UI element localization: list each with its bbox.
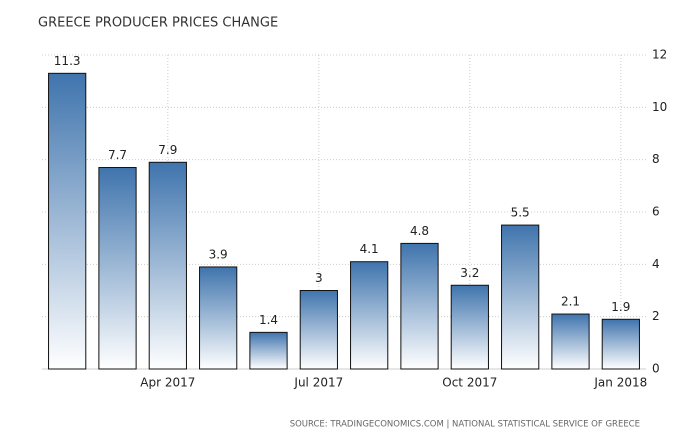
data-label: 5.5 xyxy=(511,206,530,220)
y-tick-label: 10 xyxy=(652,100,667,114)
y-tick-label: 6 xyxy=(652,205,660,219)
bar xyxy=(148,161,187,370)
bar xyxy=(400,242,439,370)
data-label: 3.9 xyxy=(209,247,228,261)
source-note: SOURCE: TRADINGECONOMICS.COM | NATIONAL … xyxy=(290,420,640,430)
y-tick-label: 2 xyxy=(652,309,660,323)
data-label: 4.1 xyxy=(360,242,379,256)
data-label: 7.7 xyxy=(108,148,127,162)
bar xyxy=(450,284,489,370)
data-label: 3.2 xyxy=(460,266,479,280)
y-tick-label: 8 xyxy=(652,152,660,166)
bar xyxy=(98,167,137,370)
data-label: 4.8 xyxy=(410,224,429,238)
data-label: 3 xyxy=(315,271,323,285)
chart-title: GREECE PRODUCER PRICES CHANGE xyxy=(38,16,278,31)
bar xyxy=(350,261,389,370)
y-tick-label: 4 xyxy=(652,257,660,271)
y-tick-label: 0 xyxy=(652,362,660,376)
x-tick-label: Apr 2017 xyxy=(140,376,195,390)
data-label: 2.1 xyxy=(561,295,580,309)
bar xyxy=(601,318,640,370)
x-tick-label: Jan 2018 xyxy=(593,376,647,390)
x-tick-label: Jul 2017 xyxy=(293,376,343,390)
data-label: 1.9 xyxy=(611,300,630,314)
bar xyxy=(48,72,87,370)
bar xyxy=(551,313,590,370)
bar xyxy=(299,290,338,370)
data-label: 7.9 xyxy=(158,143,177,157)
data-label: 1.4 xyxy=(259,313,278,327)
bar xyxy=(199,266,238,370)
bar xyxy=(249,331,288,370)
y-tick-label: 12 xyxy=(652,48,667,62)
bar xyxy=(501,224,540,370)
data-label: 11.3 xyxy=(54,54,81,68)
x-tick-label: Oct 2017 xyxy=(442,376,497,390)
